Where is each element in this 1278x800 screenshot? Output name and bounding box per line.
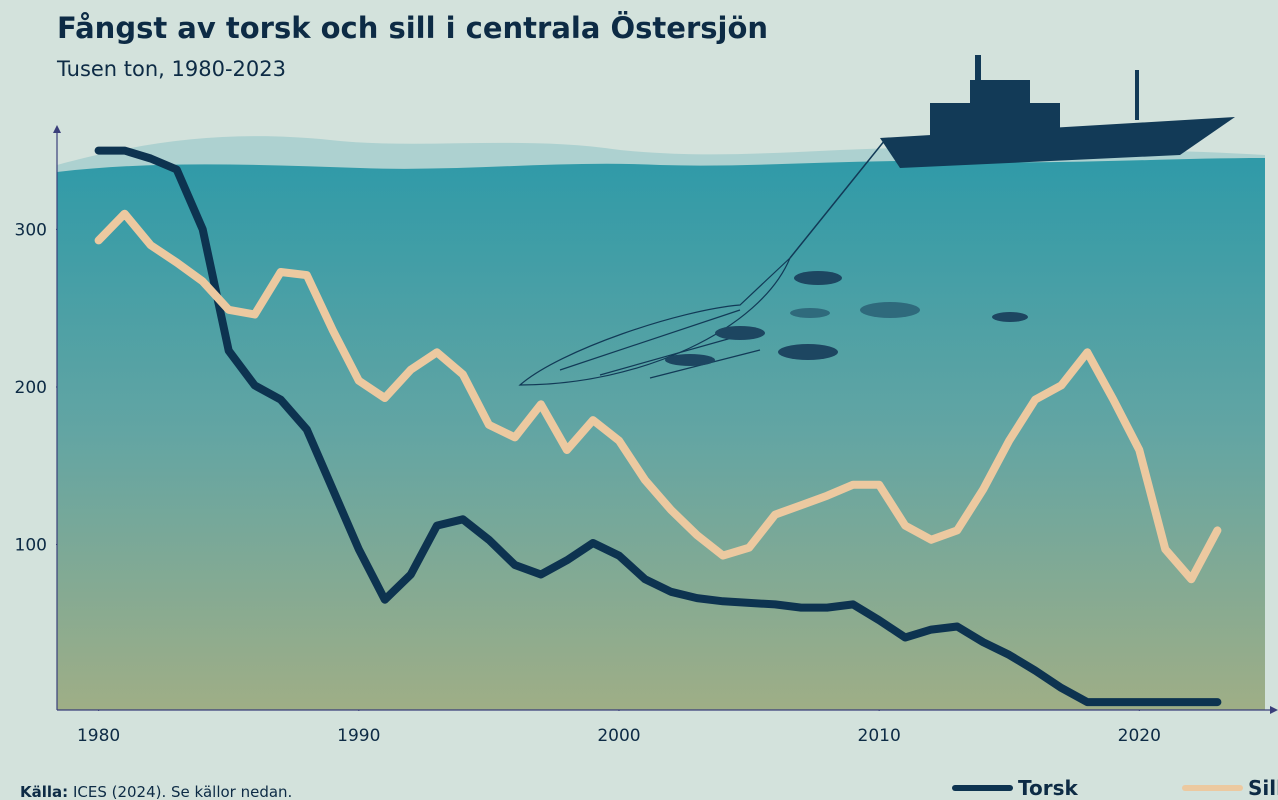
x-tick-label: 2020 <box>1118 726 1161 746</box>
source: ICES (2024). Se källor nedan. <box>73 783 292 800</box>
water <box>57 158 1265 710</box>
x-tick-label: 2010 <box>858 726 901 746</box>
chart-title: Fångst av torsk och sill i centrala Öste… <box>57 11 768 45</box>
y-tick-label: 200 <box>15 378 47 398</box>
chart: Fångst av torsk och sill i centrala Öste… <box>0 0 1278 800</box>
x-tick-label: 2000 <box>597 726 640 746</box>
source-line: Källa: ICES (2024). Se källor nedan. <box>20 783 292 800</box>
x-tick-label: 1980 <box>77 726 120 746</box>
y-axis-arrow <box>53 125 61 133</box>
y-tick-label: 100 <box>15 536 47 556</box>
source-label: Källa: <box>20 783 68 800</box>
chart-subtitle: Tusen ton, 1980-2023 <box>56 57 286 81</box>
y-tick-label: 300 <box>15 220 47 240</box>
legend-label: Sill <box>1248 776 1278 800</box>
page: {"chart_data": { "type": "line", "title"… <box>0 0 1278 800</box>
x-tick-label: 1990 <box>337 726 380 746</box>
x-axis-arrow <box>1270 706 1278 714</box>
legend-label: Torsk <box>1018 776 1078 800</box>
